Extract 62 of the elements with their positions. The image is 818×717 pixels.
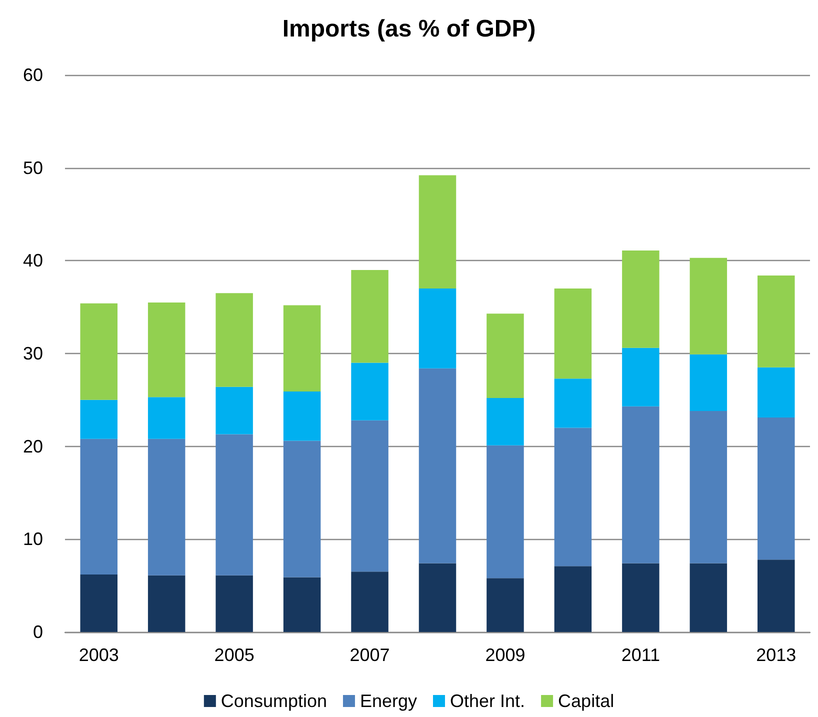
bar bbox=[351, 362, 388, 420]
bar bbox=[283, 305, 321, 392]
legend-label: Energy bbox=[360, 691, 418, 711]
bar bbox=[418, 368, 456, 564]
bar bbox=[690, 411, 728, 564]
bar bbox=[486, 445, 524, 578]
x-tick-label: 2011 bbox=[621, 645, 660, 665]
bar bbox=[80, 303, 118, 400]
bar bbox=[216, 434, 253, 576]
bar bbox=[622, 563, 660, 632]
legend-label: Other Int. bbox=[450, 691, 526, 711]
bar bbox=[690, 258, 728, 354]
bar bbox=[622, 348, 660, 406]
bar bbox=[80, 400, 118, 439]
x-tick-label: 2003 bbox=[78, 645, 119, 665]
bar bbox=[758, 367, 795, 418]
x-tick-label: 2013 bbox=[756, 645, 796, 665]
bar bbox=[148, 575, 186, 632]
bar bbox=[148, 397, 186, 439]
chart-title: Imports (as % of GDP) bbox=[282, 16, 536, 42]
x-tick-label: 2007 bbox=[350, 645, 390, 665]
legend-label: Capital bbox=[558, 691, 614, 711]
y-tick-label: 30 bbox=[22, 344, 43, 364]
bar bbox=[486, 398, 524, 446]
bar bbox=[418, 175, 456, 289]
y-tick-label: 10 bbox=[22, 529, 43, 550]
bar bbox=[554, 428, 592, 566]
y-tick-label: 20 bbox=[22, 436, 43, 456]
bar bbox=[351, 420, 388, 572]
x-tick-label: 2005 bbox=[214, 645, 254, 665]
bar bbox=[554, 378, 592, 428]
bar bbox=[418, 563, 456, 632]
bar bbox=[690, 354, 728, 412]
bar bbox=[216, 386, 253, 434]
bar bbox=[351, 572, 388, 632]
bar bbox=[80, 438, 118, 574]
bar bbox=[554, 288, 592, 379]
bar bbox=[216, 293, 253, 387]
bar bbox=[758, 560, 795, 632]
y-tick-label: 40 bbox=[22, 250, 43, 271]
y-tick-label: 0 bbox=[32, 622, 43, 642]
bar bbox=[486, 578, 524, 632]
bar bbox=[283, 577, 321, 632]
bar bbox=[148, 302, 186, 398]
bar bbox=[758, 276, 795, 368]
x-tick-label: 2009 bbox=[485, 645, 526, 665]
bar bbox=[554, 566, 592, 632]
bar bbox=[486, 314, 524, 398]
bar bbox=[283, 440, 321, 578]
bar bbox=[418, 288, 456, 368]
bar bbox=[216, 575, 253, 632]
bar bbox=[351, 270, 388, 363]
bar bbox=[690, 563, 728, 632]
bar bbox=[622, 250, 660, 348]
bar bbox=[283, 392, 321, 441]
bar bbox=[148, 438, 186, 576]
legend-label: Consumption bbox=[220, 691, 327, 711]
bar bbox=[758, 418, 795, 560]
bar bbox=[622, 406, 660, 564]
bar bbox=[80, 574, 118, 632]
y-tick-label: 50 bbox=[22, 158, 43, 178]
y-tick-label: 60 bbox=[22, 65, 43, 85]
